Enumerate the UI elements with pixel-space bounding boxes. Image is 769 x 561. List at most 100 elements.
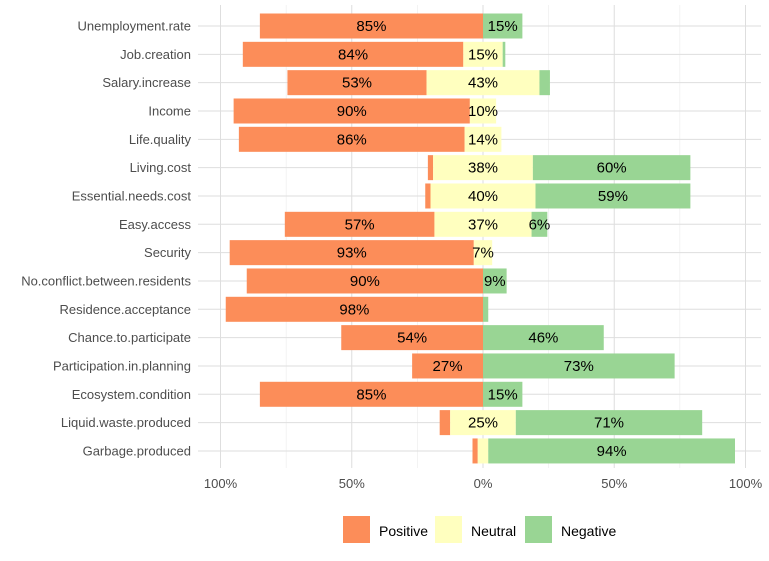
category-label: Essential.needs.cost	[72, 188, 192, 203]
data-label-positive: 90%	[337, 103, 367, 120]
bar-neutral	[430, 183, 536, 209]
bar-negative	[483, 325, 604, 351]
bar-positive	[229, 240, 474, 266]
x-tick-label: 100%	[204, 476, 238, 491]
bar-positive	[472, 438, 478, 464]
data-label-negative: 46%	[528, 330, 558, 347]
x-tick-label: 50%	[339, 476, 365, 491]
bar-positive	[259, 381, 483, 407]
bar-positive	[439, 410, 451, 436]
data-label-neutral: 14%	[468, 131, 498, 148]
category-label: Garbage.produced	[83, 443, 191, 458]
category-label: Living.cost	[130, 160, 192, 175]
bar-neutral	[433, 155, 533, 181]
bar-negative	[535, 183, 691, 209]
category-label: No.conflict.between.residents	[21, 273, 191, 288]
category-label: Unemployment.rate	[78, 19, 191, 34]
x-tick-label: 50%	[601, 476, 627, 491]
bar-positive	[238, 126, 465, 152]
bar-positive	[284, 211, 435, 237]
x-tick-label: 100%	[729, 476, 763, 491]
category-label: Easy.access	[119, 217, 192, 232]
data-label-negative: 15%	[488, 18, 518, 35]
category-label: Ecosystem.condition	[72, 387, 191, 402]
category-label: Participation.in.planning	[53, 358, 191, 373]
bar-neutral	[464, 126, 502, 152]
data-label-neutral: 10%	[468, 103, 498, 120]
bar-neutral	[426, 70, 540, 96]
data-labels: 85% 15% 84% 15% 53% 43% 90% 10% 86% 14% 38% 60% 40% 5…	[337, 18, 628, 460]
bar-negative	[483, 296, 489, 322]
data-label-neutral: 15%	[468, 46, 498, 63]
data-label-positive: 53%	[342, 75, 372, 92]
data-label-positive: 85%	[356, 18, 386, 35]
category-label: Salary.increase	[102, 75, 191, 90]
data-label-negative: 71%	[594, 415, 624, 432]
data-label-neutral: 7%	[472, 245, 494, 262]
bar-negative	[531, 211, 548, 237]
bar-positive	[425, 183, 431, 209]
data-label-negative: 60%	[597, 160, 627, 177]
data-label-positive: 27%	[433, 358, 463, 375]
bar-negative	[515, 410, 703, 436]
data-label-positive: 84%	[338, 46, 368, 63]
legend-label-neutral: Neutral	[471, 523, 516, 539]
legend-label-negative: Negative	[561, 523, 616, 539]
legend: Positive Neutral Negative	[343, 516, 616, 543]
legend-swatch-negative	[525, 516, 552, 543]
data-label-positive: 93%	[337, 245, 367, 262]
bar-neutral	[469, 98, 497, 124]
bar-negative	[532, 155, 691, 181]
bar-negative	[483, 13, 523, 39]
legend-label-positive: Positive	[379, 523, 428, 539]
category-label: Residence.acceptance	[59, 302, 191, 317]
bar-negative	[539, 70, 550, 96]
value-axis: 100% 50% 0% 50% 100%	[204, 476, 763, 491]
data-label-positive: 98%	[339, 301, 369, 318]
data-label-negative: 15%	[488, 386, 518, 403]
bar-neutral	[450, 410, 516, 436]
bar-positive	[259, 13, 483, 39]
data-label-negative: 94%	[597, 443, 627, 460]
bar-positive	[225, 296, 483, 322]
legend-swatch-positive	[343, 516, 370, 543]
data-label-positive: 54%	[397, 330, 427, 347]
bar-positive	[341, 325, 483, 351]
legend-swatch-neutral	[435, 516, 462, 543]
bar-positive	[233, 98, 470, 124]
bar-negative	[502, 41, 506, 67]
data-label-neutral: 38%	[468, 160, 498, 177]
category-label: Security	[144, 245, 191, 260]
bar-negative	[488, 438, 735, 464]
bar-positive	[412, 353, 483, 379]
bar-negative	[483, 353, 675, 379]
bar-negative	[483, 268, 507, 294]
bar-neutral	[463, 41, 503, 67]
data-label-neutral: 25%	[468, 415, 498, 432]
data-label-negative: 9%	[484, 273, 506, 290]
data-label-positive: 85%	[356, 386, 386, 403]
category-label: Liquid.waste.produced	[61, 415, 191, 430]
bar-positive	[427, 155, 434, 181]
bar-positive	[287, 70, 427, 96]
x-tick-label: 0%	[474, 476, 493, 491]
bar-neutral	[477, 438, 489, 464]
data-label-positive: 86%	[337, 131, 367, 148]
category-label: Job.creation	[120, 47, 191, 62]
category-label: Income	[148, 103, 191, 118]
bar-neutral	[434, 211, 532, 237]
bar-negative	[483, 381, 523, 407]
bar-positive	[246, 268, 483, 294]
category-axis: Unemployment.rate Job.creation Salary.incr…	[21, 19, 191, 459]
data-label-negative: 73%	[564, 358, 594, 375]
bar-neutral	[473, 240, 493, 266]
category-label: Life.quality	[129, 132, 192, 147]
bars	[225, 13, 735, 464]
data-label-neutral: 37%	[468, 216, 498, 233]
data-label-neutral: 40%	[468, 188, 498, 205]
data-label-positive: 90%	[350, 273, 380, 290]
category-label: Chance.to.participate	[68, 330, 191, 345]
data-label-negative: 59%	[598, 188, 628, 205]
bar-positive	[242, 41, 464, 67]
